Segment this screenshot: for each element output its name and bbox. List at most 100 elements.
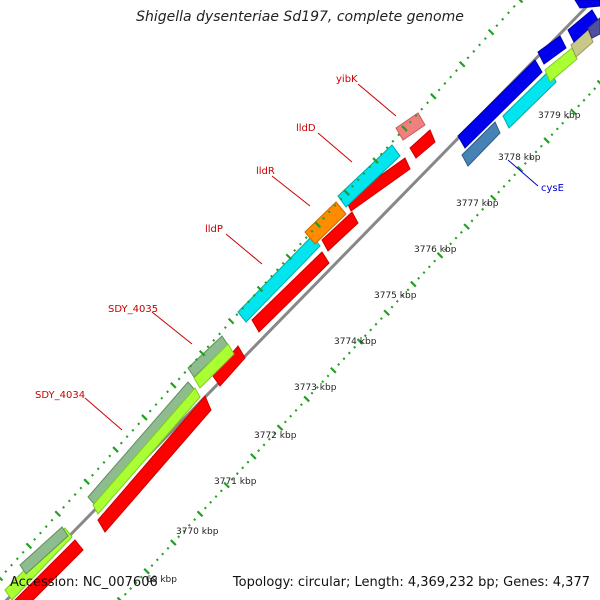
scale-tick [223,481,230,489]
scale-tick [414,114,418,118]
scale-tick [219,489,223,493]
scale-tick [330,366,337,374]
scale-tick [310,229,314,233]
scale-tick [33,538,37,541]
scale-tick [177,377,181,381]
scale-label: 3777 kbp [456,199,499,209]
scale-tick [390,305,394,309]
scale-label: 3772 kbp [254,431,297,441]
scale-tick [433,259,437,263]
scale-tick [166,390,170,394]
scale-tick [62,505,66,509]
feature-blue-right-1 [457,59,543,149]
scale-tick [322,216,326,220]
scale-tick [408,120,412,124]
scale-tick [475,213,479,217]
scale-tick [283,420,287,424]
scale-tick [227,317,235,325]
scale-tick [293,249,297,252]
scale-tick [141,414,148,421]
feature-red-right-6 [345,157,411,212]
scale-tick [154,403,158,407]
scale-tick [437,88,441,92]
map-title: Shigella dysenteriae Sd197, complete gen… [136,9,464,25]
scale-tick [516,165,524,173]
gene-label: lldP [205,224,223,235]
scale-tick [289,414,293,418]
feature-orange-lldR [304,201,347,245]
scale-tick [512,4,516,8]
scale-tick [170,382,177,389]
feature-sage-left-1 [19,526,69,575]
scale-tick [102,460,106,464]
gene-leader-line [357,83,397,117]
scale-tick [593,87,597,91]
scale-tick [333,204,337,207]
scale-tick [372,157,379,164]
scale-tick [264,281,268,285]
scale-tick [44,525,48,529]
feature-navy-right [587,17,600,39]
scale-tick [459,230,463,234]
scale-tick [250,453,257,460]
scale-tick [417,276,421,280]
scale-tick [166,546,170,550]
scale-tick [119,441,123,445]
feature-red-right-4 [251,251,330,333]
scale-tick [596,79,600,85]
scale-tick [194,358,198,362]
scale-tick [449,75,453,79]
scale-tick [177,535,181,539]
scale-tick [218,332,222,336]
scale-tick [206,345,210,349]
scale-tick [10,563,14,567]
scale-tick [314,221,322,229]
scale-tick [276,424,284,431]
scale-tick [143,567,150,575]
scale-tick [339,197,343,201]
genome-stats-label: Topology: circular; Length: 4,369,232 bp… [232,575,590,590]
scale-tick [203,506,207,510]
scale-tick [209,500,213,504]
scale-tick [513,173,517,177]
scale-tick [112,446,119,453]
scale-tick [270,274,274,278]
feature-lime-SDY_4034 [92,387,201,515]
scale-tick [391,139,395,143]
scale-label: 69 kbp [146,575,177,585]
scale-tick [523,161,527,165]
scale-tick [183,371,187,374]
scale-tick [196,510,204,518]
gene-leader-line [151,311,193,345]
scale-tick [193,518,197,522]
scale-tick [303,395,310,403]
scale-tick [570,108,577,116]
feature-pink-yibK [395,112,426,141]
scale-tick [518,0,524,4]
scale-tick [275,268,279,272]
scale-tick [50,518,54,522]
scale-tick [15,557,19,561]
scale-tick [406,288,410,292]
scale-tick [534,150,538,154]
scale-tick [230,477,234,481]
feature-steelblue-cysE [461,121,501,167]
gene-leader-line [507,159,539,187]
scale-tick [337,363,341,366]
scale-tick [241,466,245,470]
scale-label: 3776 kbp [414,245,457,255]
scale-tick [267,437,271,441]
feature-cyan-lldD [337,144,401,208]
scale-tick [420,107,424,111]
scale-tick [422,271,426,275]
scale-tick [507,179,511,183]
scale-tick [281,261,285,265]
scale-tick [443,82,447,85]
scale-tick [0,576,4,582]
gene-leader-line [317,132,353,163]
scale-tick [486,202,490,206]
scale-tick [161,552,165,556]
scale-tick [310,391,314,395]
feature-red-right-2 [97,395,212,533]
